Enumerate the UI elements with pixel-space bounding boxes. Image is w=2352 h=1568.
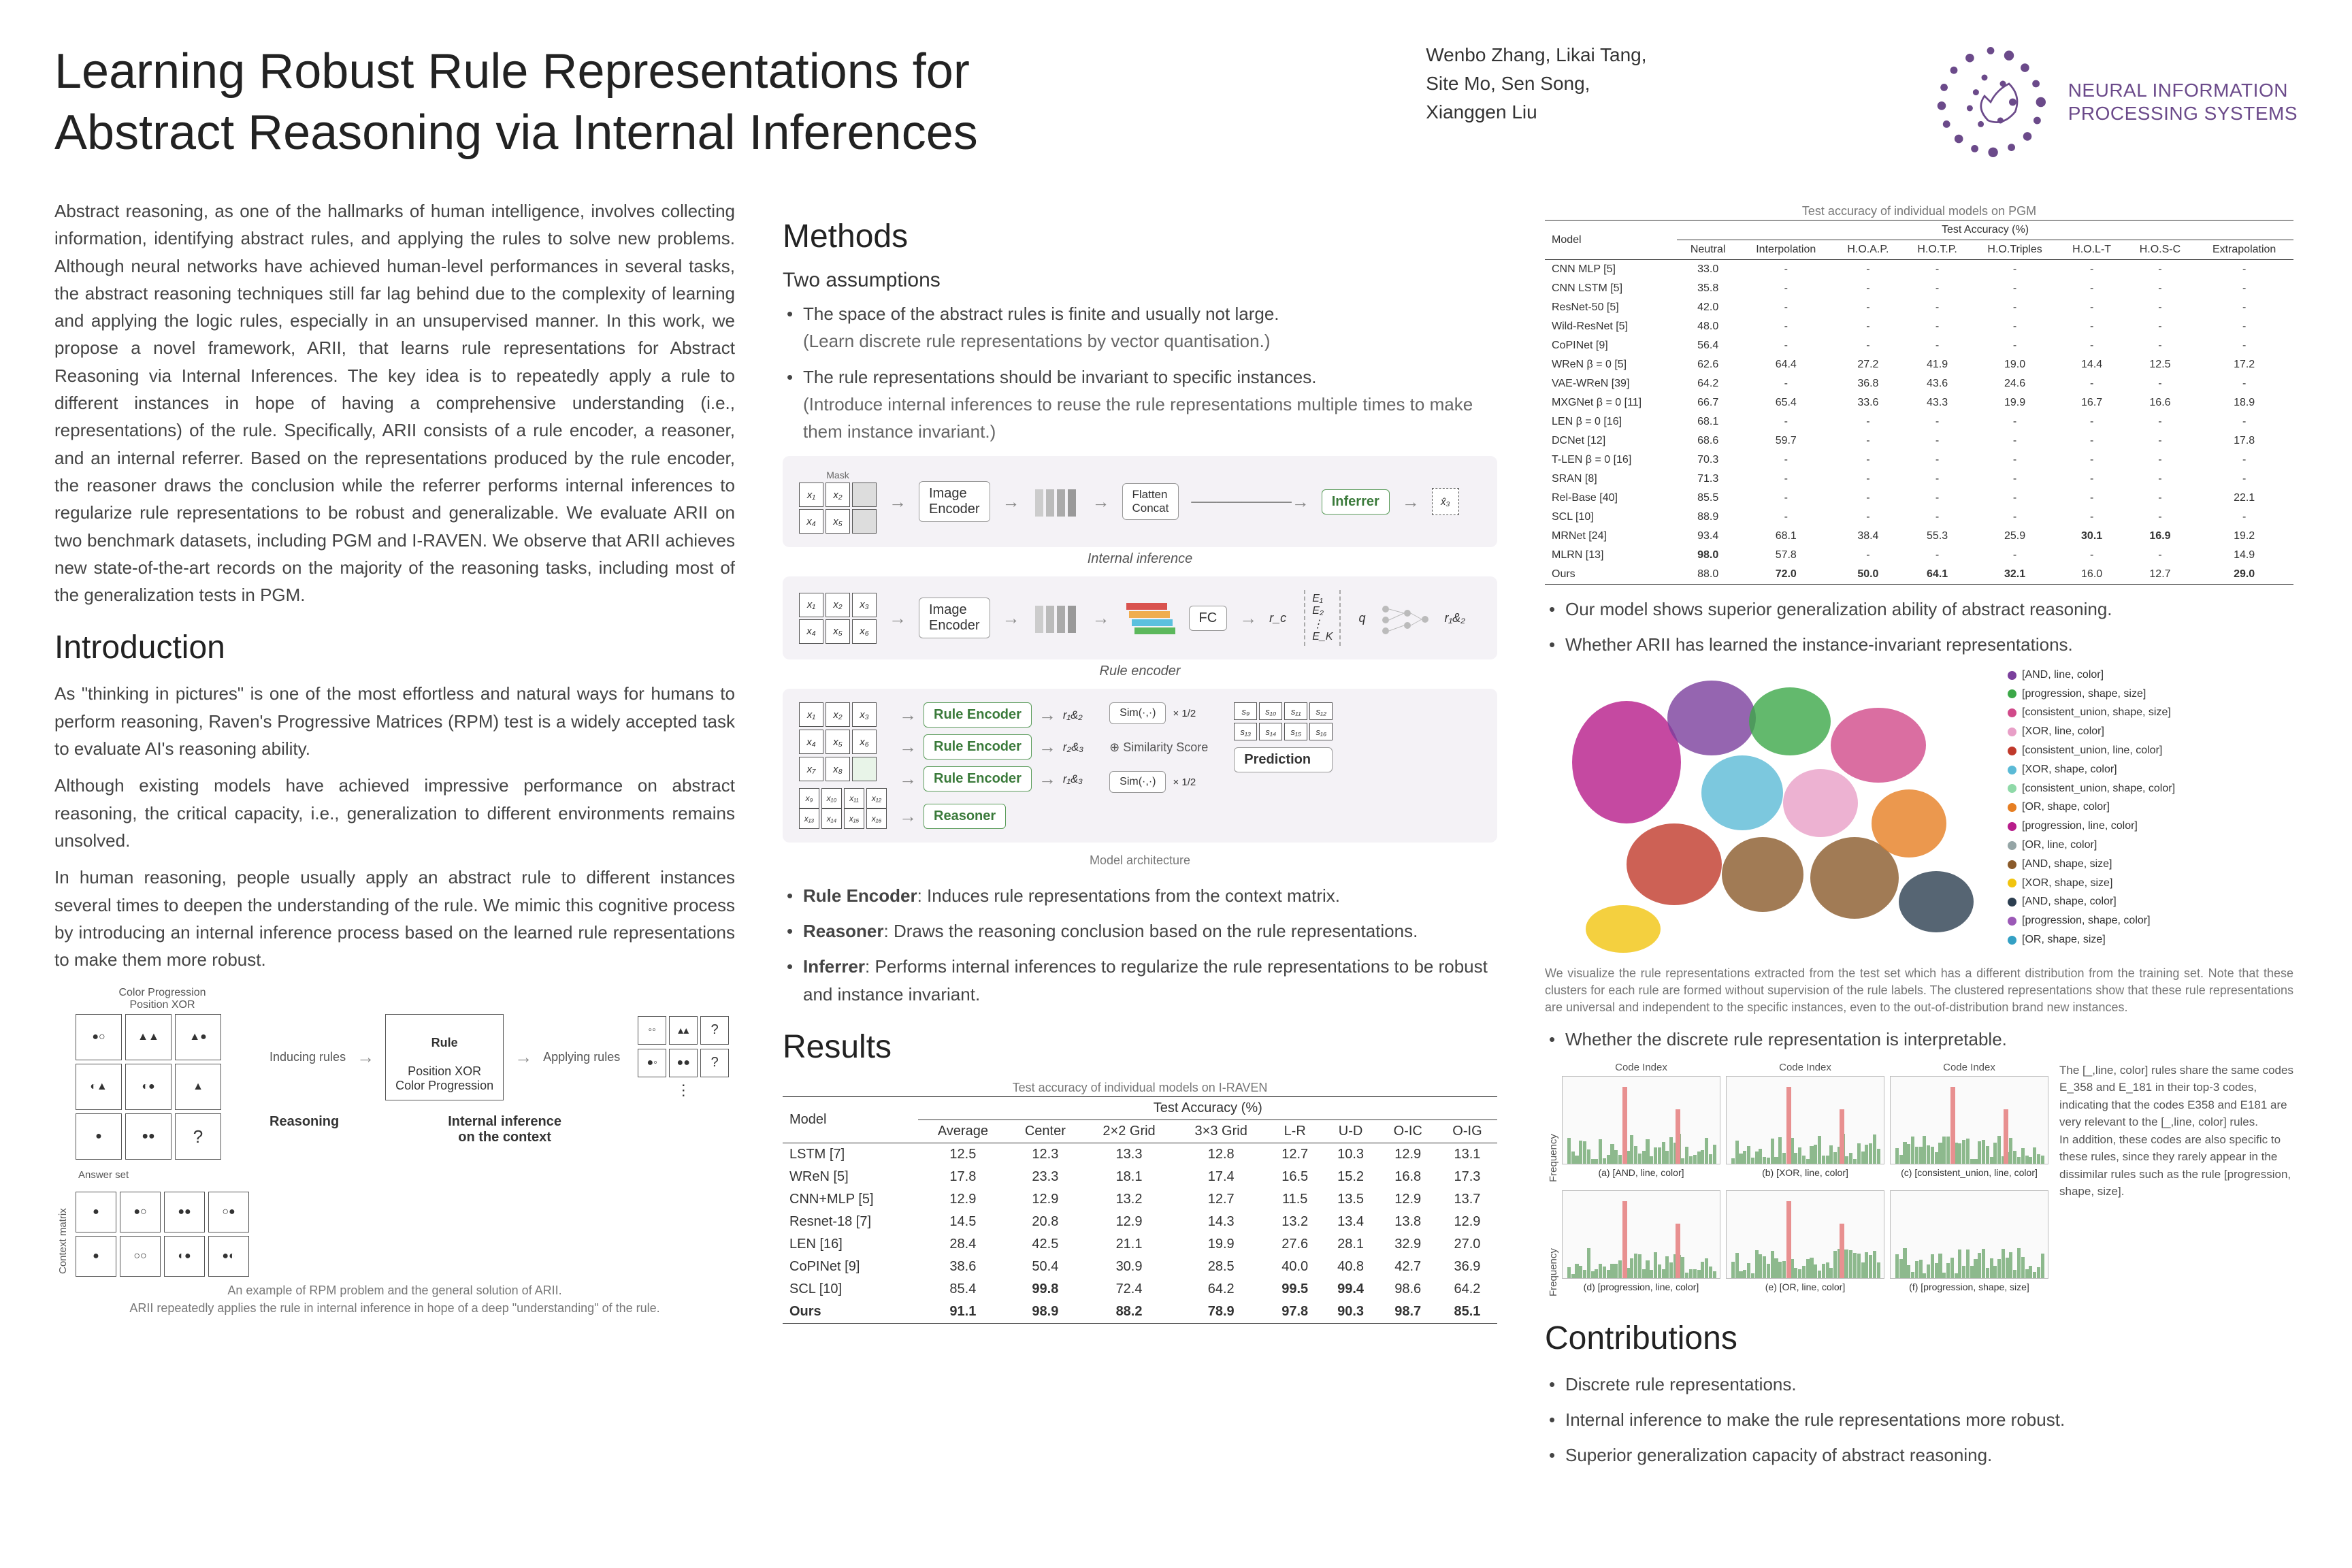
col3-bullet-1: Our model shows superior generalization … (1545, 595, 2293, 623)
rule-encoder-title: Rule encoder (783, 664, 1497, 679)
tsne-cluster (1667, 681, 1756, 755)
histogram (1890, 1190, 2048, 1279)
figure-rpm: Context matrix Color Progression Positio… (54, 987, 735, 1316)
feature-stack-icon (1122, 599, 1177, 637)
legend-item: [AND, shape, size] (2008, 856, 2175, 873)
hist-note: The [_,line, color] rules share the same… (2059, 1062, 2293, 1200)
logo-text-1: NEURAL INFORMATION (2068, 79, 2298, 102)
rule-label: Rule (431, 1036, 458, 1049)
reasoning-label: Reasoning (270, 1114, 339, 1145)
logo-text-2: PROCESSING SYSTEMS (2068, 102, 2298, 125)
col3-bullet-2: Whether ARII has learned the instance-in… (1545, 631, 2293, 658)
legend-item: [OR, shape, size] (2008, 932, 2175, 949)
legend-item: [progression, shape, color] (2008, 913, 2175, 930)
logo-icon (1929, 41, 2052, 163)
px-label: Position XOR (76, 999, 249, 1011)
arch-caption: Model architecture (783, 852, 1497, 869)
nn-icon (1377, 601, 1432, 635)
legend-item: [AND, line, color] (2008, 667, 2175, 684)
internal-inf-label: Internal inference on the context (448, 1114, 561, 1145)
histogram-figure: Frequency Code IndexCode IndexCode Index… (1545, 1062, 2293, 1299)
methods-sub: Two assumptions (783, 269, 1497, 292)
inducing-label: Inducing rules (270, 1050, 346, 1064)
tsne-caption: We visualize the rule representations ex… (1545, 965, 2293, 1017)
legend-item: [XOR, shape, size] (2008, 875, 2175, 892)
contrib-1: Discrete rule representations. (1545, 1371, 2293, 1398)
tsne-cluster (1572, 701, 1681, 823)
rule-body: Position XOR Color Progression (395, 1064, 493, 1092)
fig1-caption: An example of RPM problem and the genera… (54, 1282, 735, 1316)
methods-heading: Methods (783, 218, 1497, 255)
applying-label: Applying rules (543, 1050, 620, 1064)
legend-item: [XOR, shape, color] (2008, 762, 2175, 779)
contrib-2: Internal inference to make the rule repr… (1545, 1406, 2293, 1433)
tsne-cluster (1627, 823, 1722, 905)
results-heading: Results (783, 1028, 1497, 1066)
contrib-list: Discrete rule representations. Internal … (1545, 1371, 2293, 1469)
architecture-figure: Mask x₁x₂ x₄x₅ → Image Encoder → → Flatt… (783, 456, 1497, 869)
column-3: Test accuracy of individual models on PG… (1545, 197, 2293, 1477)
component-bullet: Rule Encoder: Induces rule representatio… (783, 882, 1497, 909)
component-list: Rule Encoder: Induces rule representatio… (783, 882, 1497, 1008)
tsne-cluster (1722, 837, 1803, 912)
table2-caption: Test accuracy of individual models on PG… (1545, 203, 2293, 220)
context-grid: ●○▲▲▲● ◐▲◐●▲ ●●●? (76, 1014, 249, 1160)
intro-heading: Introduction (54, 629, 735, 666)
neurips-logo: NEURAL INFORMATION PROCESSING SYSTEMS (1929, 41, 2298, 163)
component-bullet: Reasoner: Draws the reasoning conclusion… (783, 917, 1497, 945)
conv-icon (1032, 483, 1080, 521)
histogram (1726, 1076, 1884, 1164)
legend-item: [consistent_union, line, color] (2008, 742, 2175, 760)
legend-item: [progression, line, color] (2008, 818, 2175, 835)
contrib-heading: Contributions (1545, 1320, 2293, 1357)
histogram (1562, 1076, 1720, 1164)
legend-item: [consistent_union, shape, color] (2008, 781, 2175, 798)
abstract-text: Abstract reasoning, as one of the hallma… (54, 197, 735, 608)
intro-p2: Although existing models have achieved i… (54, 772, 735, 854)
arch-row-reasoner: x₁x₂x₃ x₄x₅x₆ x₇x₈ x₉x₁₀x₁₁x₁₂ x₁₃x₁₄x₁₅… (783, 689, 1497, 843)
assumption-1: The space of the abstract rules is finit… (783, 300, 1497, 355)
legend-item: [AND, shape, color] (2008, 894, 2175, 911)
tsne-cluster (1899, 871, 1974, 932)
contrib-3: Superior generalization capacity of abst… (1545, 1441, 2293, 1469)
internal-inf-title: Internal inference (783, 551, 1497, 567)
component-bullet: Inferrer: Performs internal inferences t… (783, 953, 1497, 1008)
content-columns: Abstract reasoning, as one of the hallma… (54, 197, 2298, 1477)
histogram (1562, 1190, 1720, 1279)
tsne-cluster (1749, 687, 1831, 755)
context-matrix-label: Context matrix (54, 987, 71, 1277)
column-2: Methods Two assumptions The space of the… (783, 197, 1497, 1477)
histogram (1726, 1190, 1884, 1279)
tsne-cluster (1701, 755, 1783, 830)
cp-label: Color Progression (76, 987, 249, 999)
legend-item: [consistent_union, shape, size] (2008, 704, 2175, 721)
col3-bullet-3: Whether the discrete rule representation… (1545, 1026, 2293, 1053)
answer-set-label: Answer set (76, 1166, 249, 1183)
intro-p1: As "thinking in pictures" is one of the … (54, 680, 735, 762)
arch-row-inference: Mask x₁x₂ x₄x₅ → Image Encoder → → Flatt… (783, 456, 1497, 547)
table-iraven: ModelTest Accuracy (%)AverageCenter2×2 G… (783, 1096, 1497, 1324)
conv-icon-2 (1032, 599, 1080, 637)
intro-p3: In human reasoning, people usually apply… (54, 864, 735, 973)
legend-item: [progression, shape, size] (2008, 686, 2175, 703)
answer-set: ●●○●●○● ●○○◐●●◐ (76, 1192, 249, 1277)
column-1: Abstract reasoning, as one of the hallma… (54, 197, 735, 1477)
tsne-cluster (1831, 708, 1926, 783)
assumption-2: The rule representations should be invar… (783, 363, 1497, 446)
legend-item: [XOR, line, color] (2008, 723, 2175, 740)
tsne-cluster (1872, 789, 1946, 858)
authors: Wenbo Zhang, Likai Tang, Site Mo, Sen So… (1426, 41, 1646, 127)
tsne-cluster (1783, 769, 1858, 837)
tsne-cluster (1586, 905, 1661, 953)
legend-item: [OR, line, color] (2008, 837, 2175, 854)
arch-row-encoder: x₁x₂x₃ x₄x₅x₆ → Image Encoder → → FC → r… (783, 576, 1497, 659)
page-title: Learning Robust Rule Representations for… (54, 41, 1143, 163)
header: Learning Robust Rule Representations for… (54, 41, 2298, 163)
table1-caption: Test accuracy of individual models on I-… (783, 1079, 1497, 1096)
legend-item: [OR, shape, color] (2008, 799, 2175, 816)
table-pgm: ModelTest Accuracy (%)NeutralInterpolati… (1545, 220, 2293, 585)
tsne-figure: [AND, line, color] [progression, shape, s… (1545, 667, 2293, 960)
histogram (1890, 1076, 2048, 1164)
